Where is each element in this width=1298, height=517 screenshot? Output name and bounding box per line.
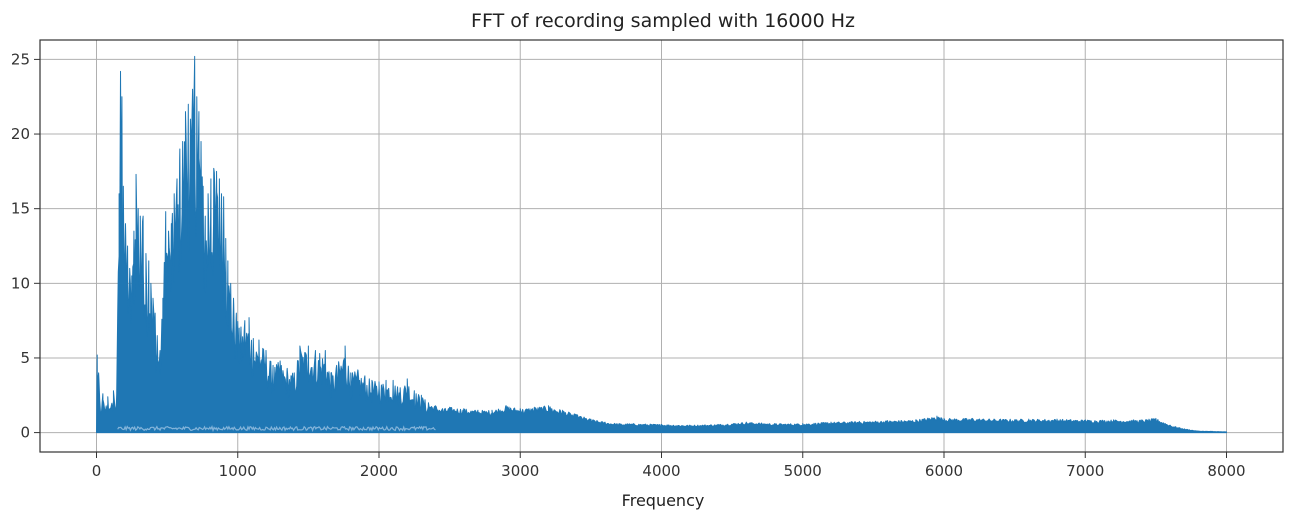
x-tick-label: 0 <box>92 462 102 480</box>
y-tick-label: 15 <box>11 200 30 218</box>
y-tick-label: 10 <box>11 274 30 292</box>
x-tick-label: 8000 <box>1207 462 1245 480</box>
spectrum-baseline-trace <box>117 424 436 433</box>
x-tick-label: 4000 <box>642 462 680 480</box>
x-tick-label: 5000 <box>784 462 822 480</box>
spectrum-line <box>96 55 1227 434</box>
x-axis-label: Frequency <box>622 491 705 510</box>
x-tick-label: 7000 <box>1066 462 1104 480</box>
y-tick-labels: 0 5 10 15 20 25 <box>11 50 30 441</box>
y-tick-label: 5 <box>20 349 30 367</box>
tick-marks <box>34 58 1227 458</box>
x-tick-label: 2000 <box>360 462 398 480</box>
x-tick-label: 1000 <box>219 462 257 480</box>
x-tick-labels: 0 1000 2000 3000 4000 5000 6000 7000 8000 <box>92 462 1246 480</box>
x-tick-label: 3000 <box>501 462 539 480</box>
x-tick-label: 6000 <box>925 462 963 480</box>
series-layer <box>96 55 1227 434</box>
y-tick-label: 20 <box>11 125 30 143</box>
y-tick-label: 25 <box>11 50 30 68</box>
chart-title: FFT of recording sampled with 16000 Hz <box>471 10 855 32</box>
y-tick-label: 0 <box>20 424 30 442</box>
